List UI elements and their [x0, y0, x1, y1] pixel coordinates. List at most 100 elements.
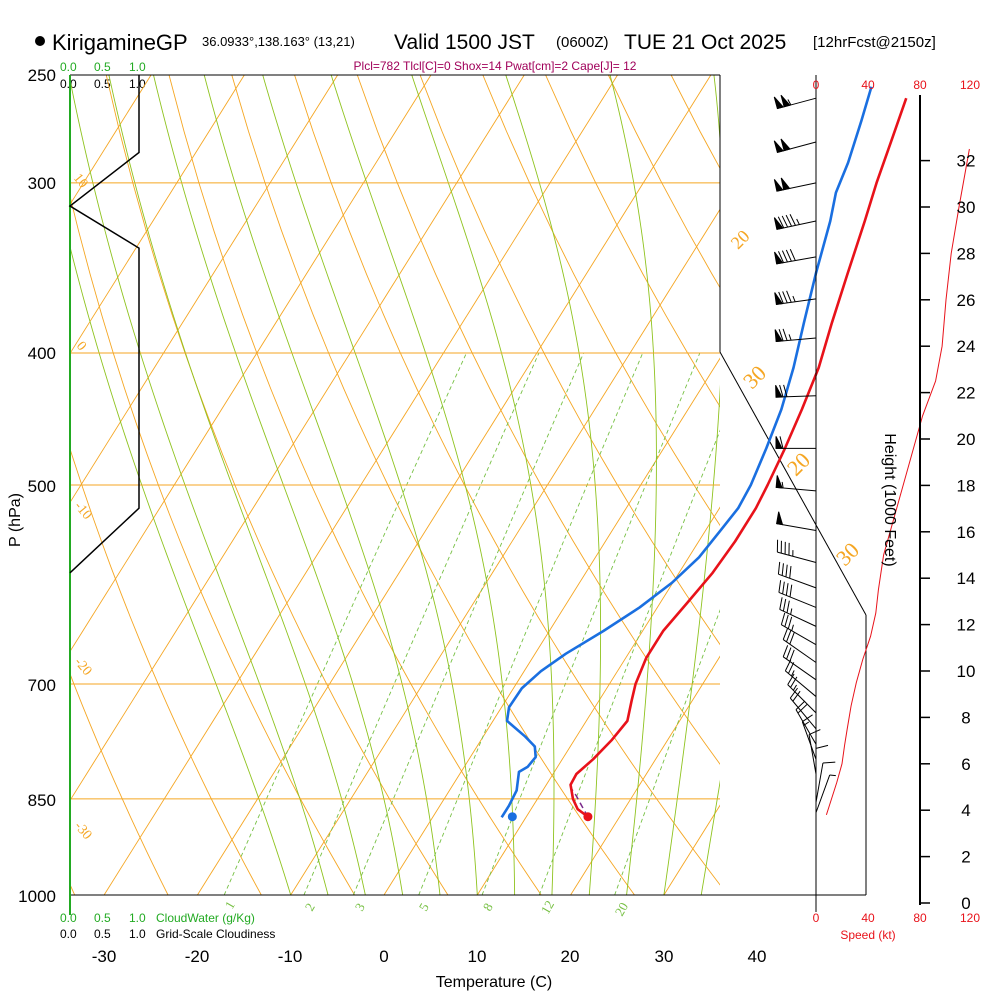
wind-barb-3 — [773, 214, 817, 230]
wind-barb-half-22 — [803, 721, 810, 726]
wind-barb-full-13 — [778, 580, 782, 593]
frame-right-slant — [719, 351, 867, 616]
background-labels: -30 -20 -10 0 10 20 30 20 30 1 2 3 5 8 1… — [70, 171, 864, 919]
wind-barb-full-3 — [789, 214, 796, 226]
moist-adiabat-6 — [203, 75, 441, 895]
wind-barb-shaft-26 — [815, 774, 831, 813]
temp-tick-20: 20 — [561, 947, 580, 966]
wind-barb-full-6 — [782, 328, 788, 341]
wind-barb-full-21 — [797, 704, 808, 714]
wind-barb-17 — [782, 645, 817, 681]
wind-barb-full-25 — [822, 761, 836, 764]
wind-barb-full-5 — [778, 291, 784, 304]
wind-barb-full-22 — [802, 714, 813, 723]
wind-barb-full-15 — [784, 614, 789, 627]
wind-barb-full-12 — [777, 561, 781, 575]
wind-barb-shaft-10 — [776, 523, 817, 532]
chart-title-zulu: (0600Z) — [556, 34, 609, 51]
temp-tick-neg10: -10 — [278, 947, 303, 966]
wind-barbs — [773, 94, 836, 813]
wind-barb-flag-7 — [775, 384, 783, 398]
moist-adiabat-10 — [262, 75, 478, 895]
pressure-tick-300: 300 — [28, 174, 56, 193]
mixing-ratio-label-3: 5 — [416, 900, 432, 913]
wind-barb-full-16 — [782, 627, 789, 640]
wind-barb-full-12 — [785, 564, 788, 578]
moist-adiabat--2 — [108, 75, 366, 895]
pressure-tick-400: 400 — [28, 344, 56, 363]
wind-barb-12 — [777, 561, 817, 589]
wind-barb-full-19 — [790, 676, 798, 688]
mixing-ratio-label-2: 3 — [352, 900, 368, 913]
wind-barb-shaft-25 — [815, 762, 824, 803]
height-tick-8: 8 — [961, 708, 970, 727]
temp-tick-neg20: -20 — [185, 947, 210, 966]
moist-adiabat--6 — [70, 77, 329, 895]
pressure-tick-250: 250 — [28, 66, 56, 85]
cloudiness-label: Grid-Scale Cloudiness — [156, 927, 275, 941]
height-tick-10: 10 — [957, 662, 976, 681]
wind-barb-full-24 — [815, 744, 829, 749]
speed-tick-bottom-120: 120 — [960, 911, 980, 925]
wind-barb-full-14 — [779, 597, 783, 610]
wind-barb-full-4 — [781, 250, 788, 263]
wind-barb-shaft-12 — [778, 573, 817, 589]
chart-title-date: TUE 21 Oct 2025 — [624, 31, 786, 54]
wind-barb-full-17 — [786, 647, 792, 660]
wind-barb-7 — [775, 384, 817, 398]
wind-barb-0 — [773, 94, 817, 110]
wind-barb-flag-10 — [776, 511, 784, 526]
cloudiness-profile-line — [68, 75, 140, 574]
wind-barb-flag-9 — [775, 475, 783, 489]
wind-barb-half-19 — [792, 684, 797, 691]
dry-adiabat-270 — [70, 194, 355, 895]
moist-adiabat-2 — [153, 75, 404, 895]
wind-barb-full-6 — [778, 329, 784, 342]
wind-barb-full-19 — [787, 673, 795, 685]
wind-barb-20 — [789, 687, 817, 730]
wind-barb-full-20 — [789, 687, 798, 699]
speed-tick-bottom-80: 80 — [913, 911, 927, 925]
wind-barb-flag-5 — [774, 292, 784, 305]
wind-barb-22 — [801, 714, 817, 760]
surface-temperature-point — [583, 812, 593, 822]
mixing-ratio-label-5: 12 — [538, 898, 557, 917]
temperature-axis-label: Temperature (C) — [436, 974, 552, 991]
dry-adiabat-260 — [70, 447, 262, 895]
moist-adiabat-lines — [70, 75, 720, 895]
pressure-tick-850: 850 — [28, 791, 56, 810]
cloudiness-tick-bottom-0: 0.0 — [60, 927, 77, 941]
dry-adiabat-label-4: 10 — [70, 171, 90, 191]
wind-barb-full-5 — [786, 290, 792, 303]
wind-barb-full-17 — [782, 645, 789, 658]
pressure-tick-500: 500 — [28, 477, 56, 496]
wind-barb-1 — [773, 138, 817, 153]
wind-barb-23 — [808, 729, 821, 775]
chart-title-station: KirigamineGP — [52, 30, 188, 55]
speed-tick-top-120: 120 — [960, 78, 980, 92]
temperature-axis: -30 -20 -10 0 10 20 30 40 — [92, 947, 767, 966]
wind-barb-shaft-18 — [785, 670, 817, 697]
wind-barb-flag-8 — [775, 436, 783, 449]
wind-barb-half-5 — [792, 295, 796, 302]
wind-barb-full-16 — [786, 630, 792, 643]
height-tick-18: 18 — [957, 476, 976, 495]
height-tick-6: 6 — [961, 755, 970, 774]
wind-speed-ticks-top: 0 40 80 120 — [813, 78, 981, 92]
params-line: Plcl=782 Tlcl[C]=0 Shox=14 Pwat[cm]=2 Ca… — [354, 59, 637, 73]
isobar-lines — [70, 182, 720, 896]
chart-title-forecast: [12hrFcst@2150z] — [813, 34, 936, 51]
cloudiness-tick-bottom-1: 0.5 — [94, 927, 111, 941]
moist-adiabat-30 — [663, 75, 720, 895]
temperature-profile-line — [569, 97, 908, 818]
cloudiness-tick-bottom-2: 1.0 — [129, 927, 146, 941]
temp-tick-40: 40 — [748, 947, 767, 966]
title-bullet-icon — [35, 36, 45, 46]
speed-tick-top-0: 0 — [813, 78, 820, 92]
pressure-tick-700: 700 — [28, 676, 56, 695]
wind-barb-full-4 — [778, 251, 784, 263]
moist-adiabat-22 — [505, 75, 602, 895]
wind-barb-10 — [776, 511, 817, 532]
mixing-ratio-label-0: 1 — [222, 898, 238, 911]
